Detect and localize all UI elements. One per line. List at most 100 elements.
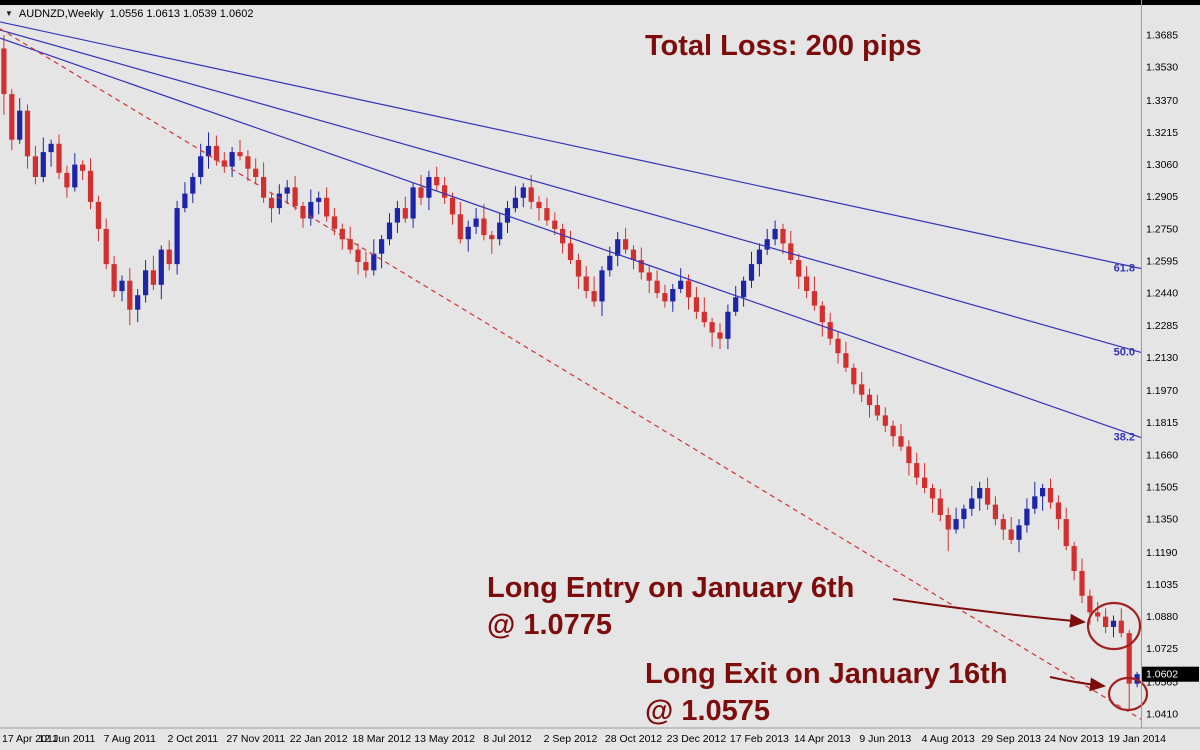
fib-line-38.2[interactable] bbox=[0, 37, 1142, 439]
candle-body bbox=[623, 239, 629, 250]
candle-body bbox=[654, 280, 660, 294]
candle-body bbox=[922, 477, 928, 488]
candle-body bbox=[87, 170, 94, 202]
candle-body bbox=[733, 297, 739, 312]
candle-body bbox=[756, 249, 762, 265]
annotation-total-loss: Total Loss: 200 pips bbox=[645, 28, 922, 65]
candle-body bbox=[1126, 633, 1132, 684]
date-tick-label: 17 Apr 2011 bbox=[2, 733, 58, 745]
candle-body bbox=[434, 177, 440, 186]
candle-body bbox=[866, 394, 873, 406]
candle-body bbox=[701, 311, 707, 323]
candle-body bbox=[95, 201, 101, 229]
chart-header: ▼ AUDNZD,Weekly 1.0556 1.0613 1.0539 1.0… bbox=[5, 8, 253, 20]
candle-body bbox=[630, 249, 637, 260]
fib-level-label: 50.0 bbox=[1114, 346, 1135, 358]
candle-body bbox=[615, 239, 621, 256]
price-tick-label: 1.1035 bbox=[1146, 579, 1178, 591]
candle-body bbox=[331, 216, 337, 229]
price-tick-label: 1.1350 bbox=[1146, 514, 1178, 526]
date-tick-label: 2 Oct 2011 bbox=[168, 733, 219, 745]
entry-text-line2: @ 1.0775 bbox=[487, 609, 613, 641]
candles-layer[interactable] bbox=[1, 35, 1140, 711]
candle-body bbox=[127, 280, 133, 310]
candle-body bbox=[221, 160, 227, 167]
date-tick-label: 12 Jun 2011 bbox=[38, 733, 95, 745]
entry-arrow bbox=[892, 598, 1086, 628]
candle-body bbox=[135, 295, 141, 310]
fib-level-label: 38.2 bbox=[1114, 432, 1135, 444]
price-tick-label: 1.3530 bbox=[1146, 62, 1178, 74]
candle-body bbox=[804, 276, 810, 291]
candle-body bbox=[371, 253, 377, 271]
candle-body bbox=[449, 197, 456, 215]
exit-arrow bbox=[1049, 676, 1106, 692]
candle-body bbox=[48, 143, 54, 153]
price-tick-label: 1.1815 bbox=[1146, 417, 1178, 429]
candle-body bbox=[9, 94, 15, 140]
price-tick-label: 1.3685 bbox=[1146, 30, 1178, 42]
candle-body bbox=[520, 187, 526, 198]
candle-body bbox=[386, 222, 393, 240]
candle-body bbox=[685, 280, 692, 298]
candle-body bbox=[363, 262, 369, 271]
candle-body bbox=[442, 185, 448, 198]
candle-body bbox=[544, 208, 550, 221]
candle-body bbox=[261, 177, 267, 198]
candle-body bbox=[497, 222, 503, 240]
candle-body bbox=[1079, 570, 1085, 596]
trendline-dashed[interactable] bbox=[0, 28, 1142, 720]
date-tick-label: 14 Apr 2013 bbox=[794, 733, 851, 745]
date-tick-label: 23 Dec 2012 bbox=[667, 733, 727, 745]
candle-body bbox=[32, 156, 38, 177]
trendlines-layer[interactable]: 61.8 50.0 38.2 bbox=[0, 21, 1142, 720]
price-axis[interactable]: 1.3685 1.3530 1.3370 1.3215 1.3060 1.2905 1.27… bbox=[1141, 0, 1200, 728]
candle-body bbox=[969, 498, 975, 509]
candle-body bbox=[709, 322, 715, 333]
total-loss-text: Total Loss: 200 pips bbox=[645, 30, 922, 62]
candle-body bbox=[741, 280, 747, 298]
candle-body bbox=[426, 177, 432, 198]
date-tick-label: 27 Nov 2011 bbox=[226, 733, 285, 745]
candle-body bbox=[229, 152, 235, 167]
candle-body bbox=[473, 218, 479, 227]
candle-body bbox=[874, 405, 880, 416]
candle-body bbox=[103, 228, 109, 265]
candle-body bbox=[158, 249, 164, 285]
annotation-long-exit: Long Exit on January 16th @ 1.0575 bbox=[645, 656, 1008, 730]
candle-body bbox=[552, 220, 558, 229]
candle-body bbox=[1095, 612, 1101, 617]
fib-line-61.8[interactable] bbox=[0, 21, 1142, 270]
candle-body bbox=[347, 239, 353, 250]
price-tick-label: 1.1505 bbox=[1146, 482, 1178, 494]
fib-line-50.0[interactable] bbox=[0, 29, 1142, 353]
price-tick-label: 1.3370 bbox=[1146, 95, 1178, 107]
symbol-dropdown-icon[interactable]: ▼ bbox=[5, 9, 13, 18]
candle-body bbox=[859, 384, 865, 395]
candle-body bbox=[213, 145, 219, 161]
price-tick-label: 1.2905 bbox=[1146, 191, 1178, 203]
annotation-long-entry: Long Entry on January 6th @ 1.0775 bbox=[487, 570, 854, 644]
price-tick-label: 1.2285 bbox=[1146, 320, 1178, 332]
candle-body bbox=[607, 255, 613, 271]
candle-body bbox=[1000, 519, 1006, 530]
date-tick-label: 13 May 2012 bbox=[414, 733, 475, 745]
candle-body bbox=[64, 172, 70, 188]
candle-body bbox=[1024, 508, 1030, 526]
candle-body bbox=[1087, 595, 1093, 613]
date-tick-label: 7 Aug 2011 bbox=[104, 733, 157, 745]
candle-body bbox=[324, 197, 330, 217]
candle-body bbox=[772, 228, 778, 240]
candle-body bbox=[1103, 616, 1109, 627]
candle-body bbox=[882, 415, 888, 426]
price-tick-label: 1.0725 bbox=[1146, 643, 1178, 655]
date-tick-label: 19 Jan 2014 bbox=[1108, 733, 1166, 745]
price-tick-label: 1.1970 bbox=[1146, 385, 1178, 397]
candle-body bbox=[1008, 529, 1014, 540]
exit-text-line2: @ 1.0575 bbox=[645, 695, 771, 727]
candle-body bbox=[985, 488, 991, 505]
candle-body bbox=[1032, 496, 1038, 509]
candle-body bbox=[670, 289, 676, 302]
